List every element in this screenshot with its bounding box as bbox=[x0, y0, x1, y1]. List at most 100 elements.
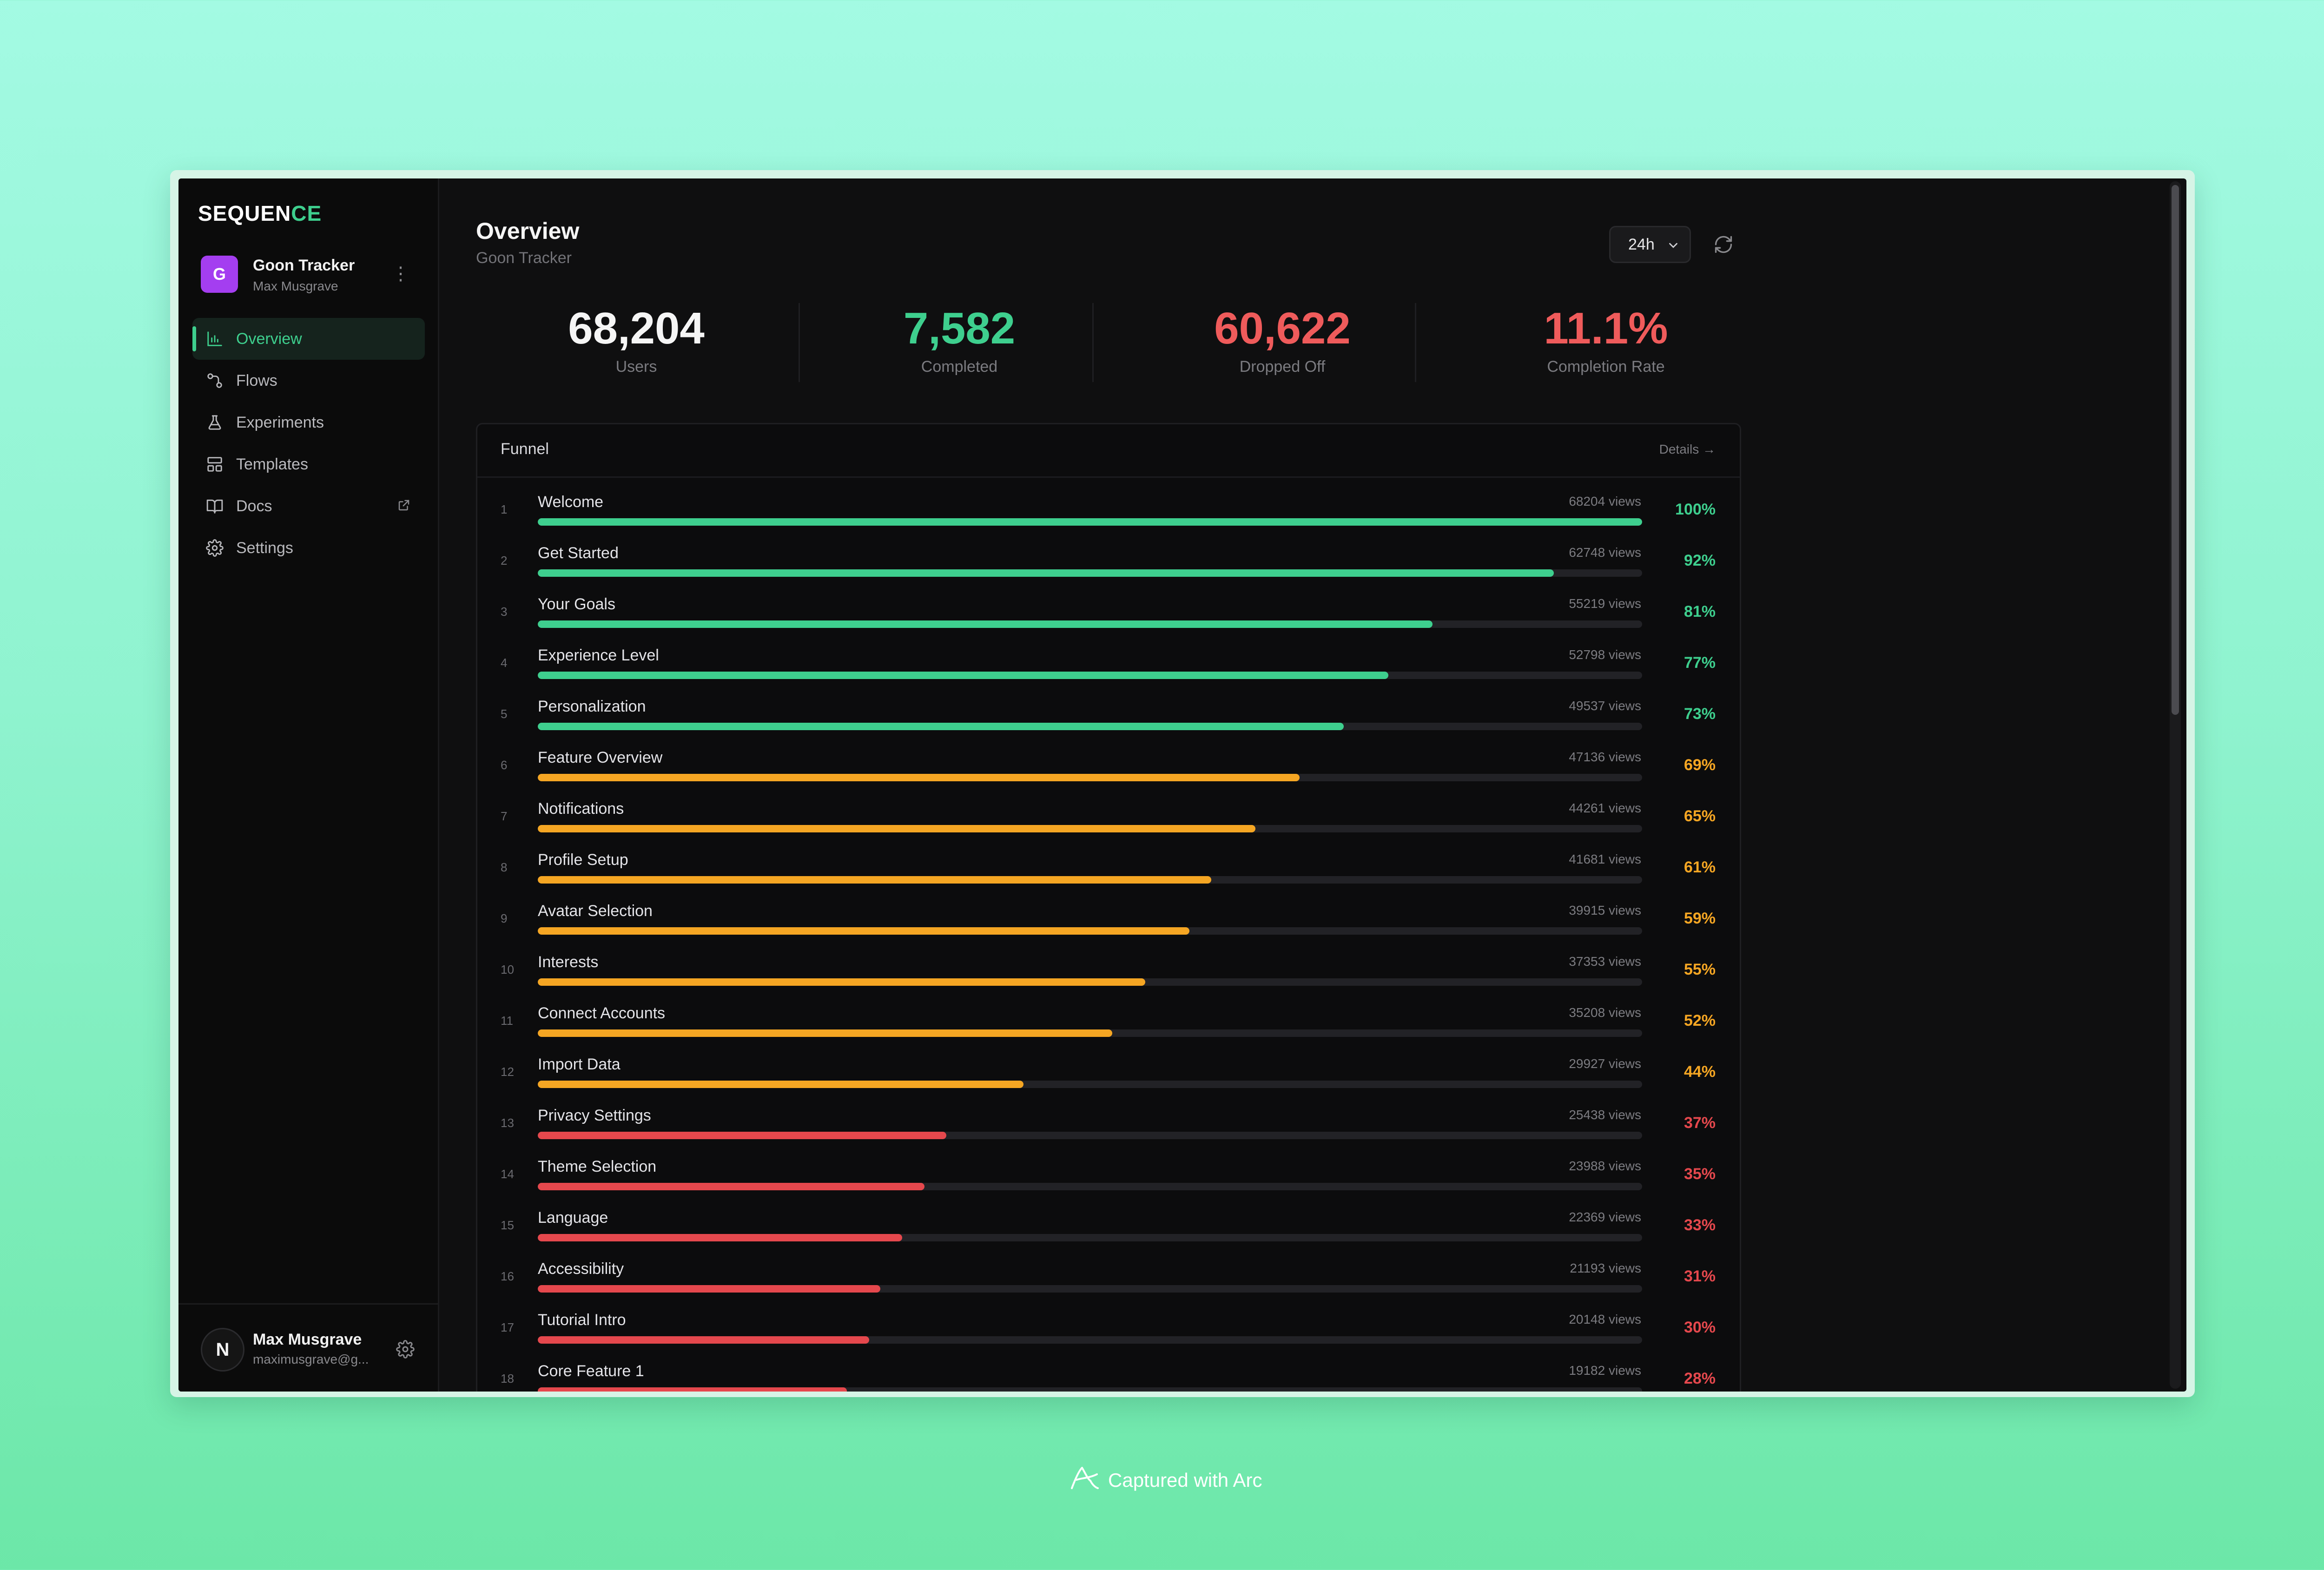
funnel-row[interactable]: 13 Privacy Settings 25438 views 37% bbox=[477, 1103, 1740, 1154]
funnel-row[interactable]: 11 Connect Accounts 35208 views 52% bbox=[477, 1001, 1740, 1052]
funnel-row[interactable]: 12 Import Data 29927 views 44% bbox=[477, 1052, 1740, 1103]
funnel-step-number: 15 bbox=[501, 1218, 514, 1232]
funnel-step-number: 2 bbox=[501, 554, 508, 567]
funnel-row[interactable]: 17 Tutorial Intro 20148 views 30% bbox=[477, 1307, 1740, 1359]
funnel-step-percent: 52% bbox=[1684, 1012, 1716, 1029]
avatar: N bbox=[201, 1328, 244, 1372]
funnel-step-name: Connect Accounts bbox=[538, 1004, 666, 1022]
funnel-step-views: 62748 views bbox=[1569, 545, 1641, 560]
funnel-row[interactable]: 2 Get Started 62748 views 92% bbox=[477, 541, 1740, 592]
funnel-details-link[interactable]: Details → bbox=[1659, 442, 1716, 456]
book-icon bbox=[205, 496, 225, 516]
project-switcher[interactable]: G Goon Tracker Max Musgrave ⋮ bbox=[201, 253, 415, 295]
time-range-value: 24h bbox=[1628, 235, 1655, 253]
funnel-step-number: 18 bbox=[501, 1372, 514, 1385]
more-options-icon[interactable]: ⋮ bbox=[391, 264, 410, 284]
funnel-row[interactable]: 7 Notifications 44261 views 65% bbox=[477, 796, 1740, 847]
funnel-bar-fill bbox=[538, 1029, 1112, 1037]
funnel-row[interactable]: 15 Language 22369 views 33% bbox=[477, 1205, 1740, 1256]
funnel-step-percent: 31% bbox=[1684, 1267, 1716, 1285]
sidebar-item-docs[interactable]: Docs bbox=[192, 485, 425, 527]
funnel-row[interactable]: 18 Core Feature 1 19182 views 28% bbox=[477, 1359, 1740, 1392]
funnel-row[interactable]: 6 Feature Overview 47136 views 69% bbox=[477, 745, 1740, 796]
sidebar-item-settings[interactable]: Settings bbox=[192, 527, 425, 569]
funnel-step-number: 13 bbox=[501, 1116, 514, 1130]
funnel-row[interactable]: 5 Personalization 49537 views 73% bbox=[477, 694, 1740, 745]
funnel-step-name: Your Goals bbox=[538, 595, 615, 613]
funnel-step-name: Notifications bbox=[538, 800, 624, 818]
chevron-down-icon bbox=[1666, 238, 1680, 252]
stat-divider bbox=[799, 303, 800, 382]
app-logo[interactable]: SEQUENCE bbox=[198, 201, 322, 226]
page-subtitle: Goon Tracker bbox=[476, 249, 572, 267]
user-name: Max Musgrave bbox=[253, 1331, 362, 1348]
funnel-step-name: Interests bbox=[538, 953, 599, 971]
sidebar-item-label: Overview bbox=[236, 330, 302, 348]
funnel-row[interactable]: 4 Experience Level 52798 views 77% bbox=[477, 643, 1740, 694]
funnel-step-views: 44261 views bbox=[1569, 801, 1641, 815]
funnel-bar-fill bbox=[538, 825, 1256, 832]
funnel-step-number: 9 bbox=[501, 911, 508, 925]
funnel-step-percent: 55% bbox=[1684, 961, 1716, 978]
refresh-icon[interactable] bbox=[1713, 234, 1734, 255]
funnel-row[interactable]: 14 Theme Selection 23988 views 35% bbox=[477, 1154, 1740, 1205]
funnel-step-percent: 44% bbox=[1684, 1063, 1716, 1081]
funnel-step-number: 10 bbox=[501, 963, 514, 976]
funnel-bar-track bbox=[538, 1081, 1642, 1088]
stat-value: 60,622 bbox=[1214, 303, 1351, 353]
user-settings-gear-icon[interactable] bbox=[396, 1340, 415, 1359]
funnel-step-views: 68204 views bbox=[1569, 494, 1641, 508]
funnel-row[interactable]: 1 Welcome 68204 views 100% bbox=[477, 489, 1740, 541]
funnel-step-percent: 28% bbox=[1684, 1370, 1716, 1387]
funnel-step-views: 22369 views bbox=[1569, 1210, 1641, 1224]
stat-completed: 7,582 Completed bbox=[808, 303, 1110, 376]
funnel-row[interactable]: 3 Your Goals 55219 views 81% bbox=[477, 592, 1740, 643]
sidebar-item-templates[interactable]: Templates bbox=[192, 443, 425, 485]
funnel-step-number: 1 bbox=[501, 502, 508, 516]
time-range-select[interactable]: 24h bbox=[1609, 226, 1691, 263]
funnel-bar-fill bbox=[538, 1336, 869, 1344]
sidebar-item-label: Flows bbox=[236, 371, 277, 389]
funnel-bar-fill bbox=[538, 1132, 947, 1139]
logo-text: SEQUEN bbox=[198, 201, 291, 225]
funnel-step-views: 20148 views bbox=[1569, 1312, 1641, 1326]
funnel-step-number: 5 bbox=[501, 707, 508, 721]
funnel-step-percent: 81% bbox=[1684, 603, 1716, 620]
funnel-step-name: Core Feature 1 bbox=[538, 1362, 644, 1380]
user-profile[interactable]: N Max Musgrave maximusgrave@g... bbox=[178, 1303, 438, 1392]
funnel-row[interactable]: 10 Interests 37353 views 55% bbox=[477, 950, 1740, 1001]
scrollbar-thumb[interactable] bbox=[2172, 185, 2179, 715]
arc-caption: Captured with Arc bbox=[1069, 1464, 1262, 1497]
funnel-bar-track bbox=[538, 620, 1642, 628]
funnel-step-views: 23988 views bbox=[1569, 1159, 1641, 1173]
funnel-step-percent: 35% bbox=[1684, 1165, 1716, 1183]
funnel-step-percent: 77% bbox=[1684, 654, 1716, 672]
arc-logo-icon bbox=[1069, 1464, 1101, 1497]
funnel-step-number: 17 bbox=[501, 1320, 514, 1334]
funnel-row[interactable]: 16 Accessibility 21193 views 31% bbox=[477, 1256, 1740, 1307]
sidebar-item-label: Experiments bbox=[236, 413, 324, 431]
sidebar-item-flows[interactable]: Flows bbox=[192, 360, 425, 402]
funnel-step-percent: 65% bbox=[1684, 807, 1716, 825]
funnel-step-views: 19182 views bbox=[1569, 1363, 1641, 1378]
stat-label: Completed bbox=[921, 358, 998, 376]
funnel-step-views: 41681 views bbox=[1569, 852, 1641, 866]
funnel-bar-fill bbox=[538, 723, 1344, 730]
sidebar-item-overview[interactable]: Overview bbox=[192, 318, 425, 360]
funnel-row[interactable]: 8 Profile Setup 41681 views 61% bbox=[477, 847, 1740, 898]
stat-users: 68,204 Users bbox=[485, 303, 787, 376]
funnel-bar-track bbox=[538, 1234, 1642, 1241]
funnel-step-number: 11 bbox=[501, 1014, 513, 1028]
funnel-bar-track bbox=[538, 1183, 1642, 1190]
funnel-bar-track bbox=[538, 927, 1642, 935]
funnel-step-name: Tutorial Intro bbox=[538, 1311, 626, 1329]
sidebar-item-experiments[interactable]: Experiments bbox=[192, 402, 425, 443]
funnel-step-number: 7 bbox=[501, 809, 508, 823]
funnel-bar-track bbox=[538, 672, 1642, 679]
funnel-row[interactable]: 9 Avatar Selection 39915 views 59% bbox=[477, 898, 1740, 950]
funnel-step-number: 8 bbox=[501, 860, 508, 874]
funnel-step-percent: 61% bbox=[1684, 858, 1716, 876]
funnel-bar-track bbox=[538, 518, 1642, 526]
sidebar-item-label: Docs bbox=[236, 497, 272, 515]
funnel-step-percent: 69% bbox=[1684, 756, 1716, 774]
